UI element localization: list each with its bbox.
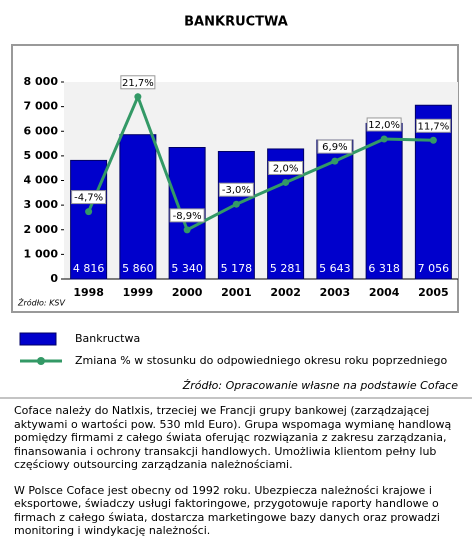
bar-value-label: 6 318 — [368, 262, 400, 275]
y-tick-label: 7 000 — [24, 100, 59, 113]
line-marker — [429, 136, 437, 144]
x-tick-label: 2002 — [270, 286, 301, 299]
x-tick-label: 1998 — [73, 286, 104, 299]
line-value-label: -3,0% — [222, 185, 251, 196]
line-marker — [183, 226, 191, 234]
line-value-label: -8,9% — [173, 211, 202, 222]
value-label-box — [169, 208, 205, 223]
line-marker — [232, 200, 240, 208]
bar — [365, 122, 403, 280]
chart-title: BANKRUCTWA — [184, 15, 288, 30]
description: Coface należy do NatIxis, trzeciej we Fr… — [14, 404, 460, 550]
y-tick-label: 4 000 — [24, 174, 59, 187]
bar-value-label: 5 860 — [122, 262, 154, 275]
legend-swatch — [37, 357, 45, 365]
bar — [414, 104, 452, 280]
chart-note: Źródło: KSV — [17, 297, 65, 308]
bar-value-label: 5 643 — [319, 262, 351, 275]
source: Źródło: Opracowanie własne na podstawie … — [182, 379, 459, 392]
y-tick-label: 6 000 — [24, 124, 59, 137]
bar-value-label: 4 816 — [73, 262, 105, 275]
line-value-label: 11,7% — [417, 121, 449, 132]
x-tick-label: 1999 — [123, 286, 154, 299]
line-marker — [134, 93, 142, 101]
y-tick-label: 5 000 — [24, 149, 59, 162]
value-label-box — [120, 75, 156, 90]
value-label-box — [415, 118, 451, 133]
value-label-box — [218, 182, 254, 197]
legend-swatch — [19, 332, 57, 346]
line-value-label: 12,0% — [368, 120, 400, 131]
line-marker — [282, 178, 290, 186]
line-marker — [85, 208, 93, 216]
bar — [119, 134, 157, 280]
legend-label: Zmiana % w stosunku do odpowiedniego okr… — [75, 354, 447, 367]
line-marker — [380, 135, 388, 143]
chart: BANKRUCTWA Źródło: KSV Źródło: Opracowan… — [0, 15, 472, 399]
bar-value-label: 5 340 — [171, 262, 203, 275]
value-label-box — [317, 139, 353, 154]
legend-label: Bankructwa — [75, 332, 140, 345]
x-tick-label: 2004 — [369, 286, 400, 299]
x-tick-label: 2001 — [221, 286, 252, 299]
y-tick-label: 3 000 — [24, 198, 59, 211]
y-tick-label: 0 — [50, 272, 58, 285]
x-tick-label: 2003 — [320, 286, 351, 299]
paragraph: W Polsce Coface jest obecny od 1992 roku… — [14, 483, 440, 538]
value-label-box — [268, 160, 304, 175]
line — [87, 92, 434, 232]
paragraph: Coface należy do NatIxis, trzeciej we Fr… — [14, 404, 452, 471]
line-value-label: 6,9% — [322, 142, 347, 153]
bar-value-label: 5 281 — [270, 262, 302, 275]
y-tick-label: 8 000 — [24, 75, 59, 88]
bar-value-label: 5 178 — [221, 262, 253, 275]
line-marker — [331, 157, 339, 165]
page: BANKRUCTWA Źródło: KSV Źródło: Opracowan… — [0, 14, 472, 537]
y-tick-label: 2 000 — [24, 223, 59, 236]
line-value-label: -4,7% — [74, 193, 103, 204]
x-tick-label: 2000 — [172, 286, 203, 299]
bar — [217, 150, 255, 280]
line-value-label: 2,0% — [273, 163, 298, 174]
bar-value-label: 7 056 — [418, 262, 450, 275]
x-tick-label: 2005 — [418, 286, 449, 299]
line-value-label: 21,7% — [122, 78, 154, 89]
value-label-box — [366, 117, 402, 132]
value-label-box — [71, 190, 107, 205]
y-tick-label: 1 000 — [24, 247, 59, 260]
